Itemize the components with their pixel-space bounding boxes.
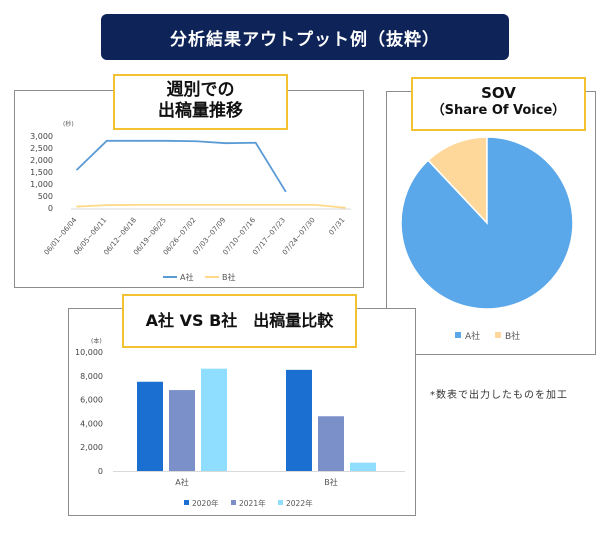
line-ytick-label: 2,000 bbox=[30, 156, 53, 165]
bar-chart-title: A社 VS B社 出稿量比較 bbox=[122, 294, 357, 348]
line-point bbox=[105, 204, 108, 207]
line-xtick-label: 07/24~07/30 bbox=[281, 216, 317, 257]
pie-chart: A社 B社 bbox=[400, 136, 574, 342]
line-point bbox=[344, 206, 346, 209]
line-point bbox=[105, 139, 108, 142]
line-point bbox=[165, 203, 168, 206]
bar-legend-swatch-1 bbox=[231, 500, 236, 505]
bar-B社-2021年 bbox=[318, 416, 344, 471]
bar-unit-label: (本) bbox=[91, 337, 102, 345]
line-series-1 bbox=[76, 203, 346, 209]
line-point bbox=[135, 139, 138, 142]
pie-chart-title-line1: SOV bbox=[481, 84, 516, 102]
bar-category-label: A社 bbox=[175, 477, 188, 487]
line-point bbox=[224, 203, 227, 206]
line-point bbox=[195, 203, 198, 206]
bar-legend-label-2: 2022年 bbox=[286, 498, 313, 508]
pie-chart-title: SOV （Share Of Voice） bbox=[411, 77, 586, 131]
line-point bbox=[195, 140, 198, 143]
bar-A社-2021年 bbox=[169, 390, 195, 471]
footnote: *数表で出力したものを加工 bbox=[430, 390, 568, 401]
line-legend-label-1: B社 bbox=[222, 272, 236, 282]
line-chart: (秒)3,0002,5002,0001,5001,000500006/01~06… bbox=[30, 120, 351, 282]
line-ytick-label: 2,500 bbox=[30, 144, 53, 153]
bar-ytick-label: 10,000 bbox=[75, 348, 103, 357]
bar-legend-label-0: 2020年 bbox=[192, 498, 219, 508]
line-point bbox=[76, 168, 78, 171]
bar-legend-swatch-0 bbox=[184, 500, 189, 505]
pie-legend-swatch-1 bbox=[495, 332, 501, 338]
bar-A社-2022年 bbox=[201, 368, 227, 471]
line-point bbox=[135, 203, 138, 206]
line-point bbox=[254, 203, 257, 206]
pie-legend-swatch-0 bbox=[455, 332, 461, 338]
line-chart-title-line1: 週別での bbox=[166, 80, 235, 100]
pie-slice-B社 bbox=[427, 136, 488, 225]
pie-legend-label-0: A社 bbox=[465, 330, 480, 342]
page-banner: 分析結果アウトプット例（抜粋） bbox=[101, 14, 509, 60]
bar-ytick-label: 6,000 bbox=[80, 396, 103, 405]
pie-slice-A社 bbox=[400, 136, 574, 310]
line-chart-title-line2: 出稿量推移 bbox=[158, 101, 243, 122]
pie-legend-label-1: B社 bbox=[505, 330, 520, 342]
line-ytick-label: 1,500 bbox=[30, 168, 53, 177]
line-point bbox=[284, 190, 287, 193]
bar-chart: (本) 10,000 8,000 6,000 4,000 2,000 0 A社 B社 2020年 2… bbox=[75, 337, 405, 508]
line-chart-title: 週別での 出稿量推移 bbox=[113, 74, 288, 130]
bar-legend-label-1: 2021年 bbox=[239, 498, 266, 508]
line-xtick-label: 07/31 bbox=[327, 216, 346, 237]
line-unit-label: (秒) bbox=[63, 120, 74, 128]
line-ytick-label: 1,000 bbox=[30, 180, 53, 189]
line-ytick-label: 500 bbox=[38, 192, 53, 201]
line-point bbox=[224, 142, 227, 145]
bar-B社-2022年 bbox=[350, 462, 376, 471]
bar-category-label: B社 bbox=[324, 477, 338, 487]
line-series-0 bbox=[76, 139, 287, 192]
bar-ytick-label: 8,000 bbox=[80, 372, 103, 381]
bar-legend-swatch-2 bbox=[278, 500, 283, 505]
line-ytick-label: 3,000 bbox=[30, 132, 53, 141]
line-point bbox=[254, 141, 257, 144]
bar-B社-2020年 bbox=[286, 369, 312, 471]
banner-title: 分析結果アウトプット例（抜粋） bbox=[170, 29, 440, 50]
bar-ytick-label: 2,000 bbox=[80, 443, 103, 452]
line-point bbox=[165, 139, 168, 142]
line-ytick-label: 0 bbox=[48, 204, 53, 213]
line-legend-label-0: A社 bbox=[180, 272, 193, 282]
bar-ytick-label: 0 bbox=[98, 467, 103, 476]
bar-ytick-label: 4,000 bbox=[80, 419, 103, 428]
line-point bbox=[284, 203, 287, 206]
pie-chart-title-line2: （Share Of Voice） bbox=[431, 102, 566, 118]
bar-A社-2020年 bbox=[137, 381, 163, 471]
line-point bbox=[76, 205, 78, 208]
bar-chart-title-text: A社 VS B社 出稿量比較 bbox=[145, 311, 334, 330]
line-point bbox=[314, 203, 317, 206]
